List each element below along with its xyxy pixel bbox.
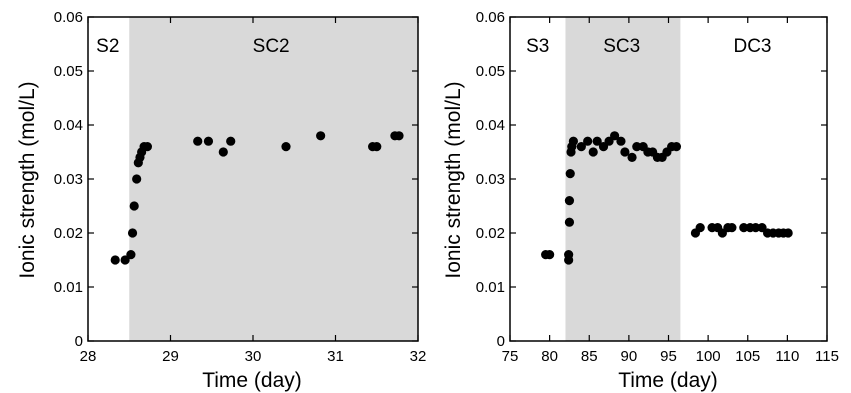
right-data-point xyxy=(671,142,682,152)
right-data-point xyxy=(610,131,620,141)
left-x-tick-label: 32 xyxy=(410,348,427,365)
right-data-point xyxy=(632,142,642,152)
right-x-tick-label: 105 xyxy=(735,348,760,365)
left-data-point xyxy=(394,131,404,141)
left-data-point xyxy=(372,142,382,152)
left-region-label-sc2: SC2 xyxy=(253,36,290,57)
right-data-point xyxy=(695,223,705,233)
right-x-tick-label: 95 xyxy=(660,348,677,365)
right-shaded-region-0 xyxy=(565,17,681,341)
right-data-point xyxy=(616,136,626,146)
right-x-axis-title: Time (day) xyxy=(618,369,718,392)
right-region-label-sc3: SC3 xyxy=(603,36,640,57)
right-y-tick-label: 0.06 xyxy=(476,9,505,26)
left-y-tick-label: 0.03 xyxy=(54,171,83,188)
right-data-point xyxy=(565,169,575,179)
left-data-point xyxy=(110,255,120,265)
right-x-tick-label: 100 xyxy=(696,348,721,365)
left-x-tick-label: 31 xyxy=(327,348,344,365)
right-y-tick-label: 0.02 xyxy=(476,225,505,242)
left-chart-panel: 0 0.01 0.02 0.03 0.04 0.05 0.06 28 29 30 31 32 S2 SC2… xyxy=(16,9,426,392)
right-data-point xyxy=(583,136,593,146)
left-region-label-s2: S2 xyxy=(96,36,119,57)
right-data-point xyxy=(545,250,555,260)
right-data-point xyxy=(727,223,737,233)
left-y-tick-label: 0 xyxy=(75,333,83,350)
left-x-axis-title: Time (day) xyxy=(202,369,302,392)
right-x-tick-label: 115 xyxy=(815,348,839,365)
right-x-tick-label: 80 xyxy=(541,348,558,365)
left-data-point xyxy=(132,174,142,184)
left-data-point xyxy=(203,136,214,146)
left-data-point xyxy=(127,228,138,238)
right-y-tick-label: 0.04 xyxy=(476,117,505,134)
right-data-point xyxy=(627,152,637,162)
right-y-tick-label: 0 xyxy=(497,333,505,350)
right-region-label-s3: S3 xyxy=(526,36,549,57)
right-data-point xyxy=(564,250,574,260)
left-x-tick-label: 30 xyxy=(245,348,262,365)
left-data-point xyxy=(126,250,136,260)
right-data-point xyxy=(564,196,575,206)
left-data-point xyxy=(281,142,291,152)
left-shaded-region-0 xyxy=(129,17,418,341)
left-y-tick-label: 0.04 xyxy=(54,117,83,134)
left-data-point xyxy=(120,255,130,265)
left-data-point xyxy=(142,142,152,152)
right-data-point xyxy=(739,223,749,233)
right-x-tick-label: 85 xyxy=(581,348,598,365)
right-y-tick-label: 0.05 xyxy=(476,63,505,80)
left-data-point xyxy=(218,147,228,157)
right-y-axis-title: Ionic strength (mol/L) xyxy=(442,81,465,278)
left-y-tick-label: 0.05 xyxy=(54,63,83,80)
right-x-tick-label: 110 xyxy=(775,348,799,365)
right-data-point xyxy=(588,147,598,157)
left-data-point xyxy=(129,201,139,211)
right-x-tick-label: 90 xyxy=(621,348,638,365)
left-y-tick-label: 0.06 xyxy=(54,9,83,26)
left-data-point xyxy=(193,136,203,146)
right-data-point xyxy=(592,136,602,146)
right-y-tick-label: 0.03 xyxy=(476,171,505,188)
left-y-axis-title: Ionic strength (mol/L) xyxy=(16,81,39,278)
right-region-label-dc3: DC3 xyxy=(733,36,771,57)
left-data-point xyxy=(226,136,236,146)
right-data-point xyxy=(576,142,586,152)
right-y-tick-label: 0.01 xyxy=(476,279,505,296)
right-plot-frame xyxy=(509,16,828,342)
left-y-tick-label: 0.02 xyxy=(54,225,83,242)
left-plot-frame xyxy=(87,16,419,342)
right-chart-panel: 0 0.01 0.02 0.03 0.04 0.05 0.06 75 80 85 90 95 100 10… xyxy=(442,9,839,392)
right-data-point xyxy=(568,136,579,146)
right-data-point xyxy=(751,223,761,233)
right-x-tick-label: 75 xyxy=(502,348,519,365)
left-x-tick-label: 28 xyxy=(80,348,97,365)
left-y-tick-label: 0.01 xyxy=(54,279,83,296)
left-x-tick-label: 29 xyxy=(162,348,179,365)
left-data-point xyxy=(316,131,326,141)
right-data-point xyxy=(620,147,630,157)
right-data-point xyxy=(564,217,575,227)
right-data-point xyxy=(783,228,793,238)
